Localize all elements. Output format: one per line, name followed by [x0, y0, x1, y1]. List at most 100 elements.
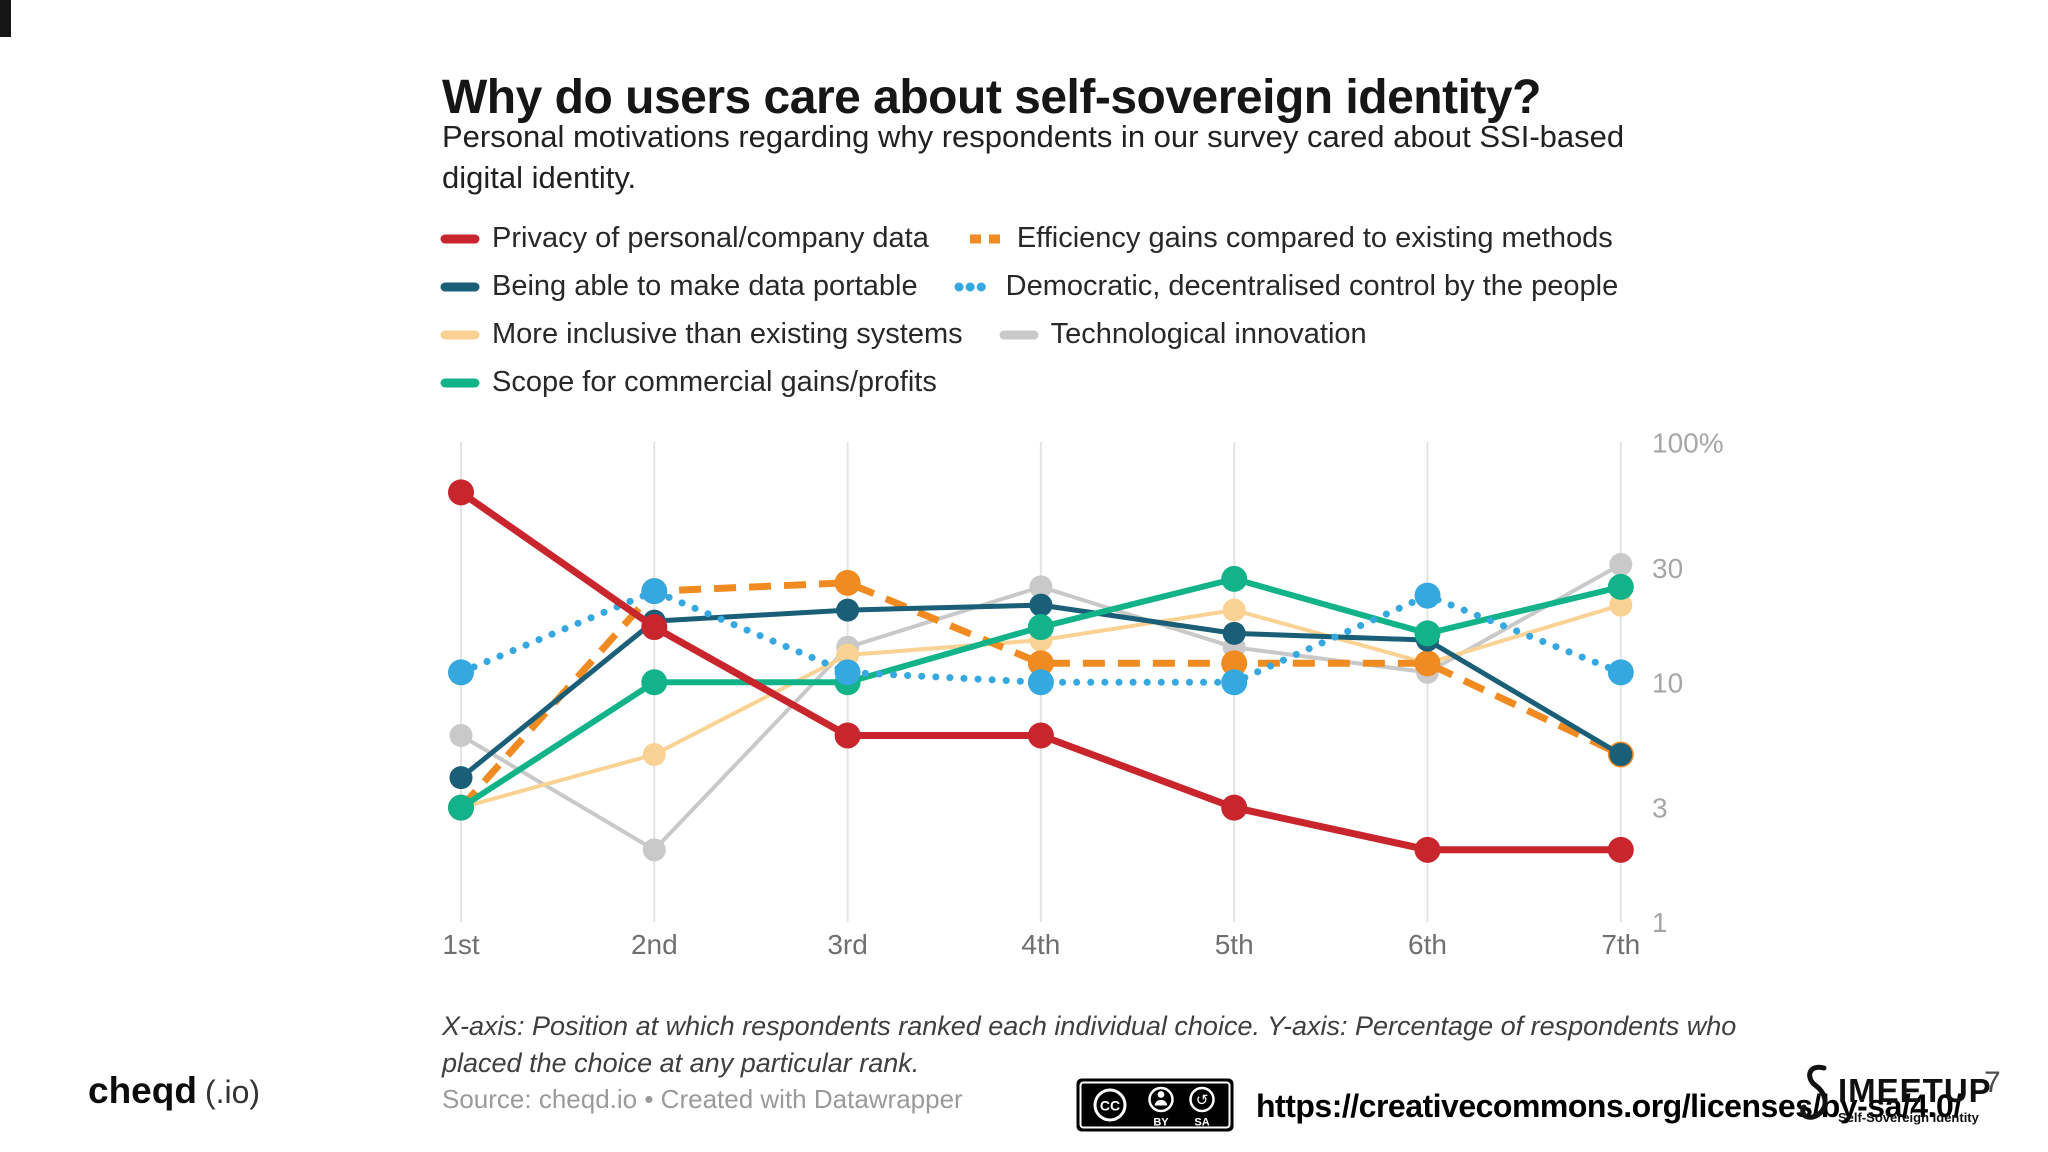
x-tick-label: 1st: [442, 929, 480, 960]
cc-by-person-icon: [1148, 1086, 1174, 1113]
legend-label: Privacy of personal/company data: [492, 222, 929, 254]
legend-swatch-solid-icon: [440, 378, 480, 387]
x-tick-label: 2nd: [631, 929, 678, 960]
series-marker: [1609, 553, 1633, 577]
legend-item: More inclusive than existing systems: [440, 318, 963, 351]
series-marker: [1221, 650, 1248, 677]
series-marker: [1221, 565, 1248, 592]
legend-item: Privacy of personal/company data: [440, 222, 929, 255]
legend-item: Being able to make data portable: [440, 270, 918, 303]
legend-label: Efficiency gains compared to existing me…: [1016, 222, 1613, 254]
y-tick-label: 100%: [1652, 430, 1724, 459]
series-marker: [1221, 794, 1248, 821]
x-tick-label: 6th: [1408, 929, 1447, 960]
series-marker: [1607, 836, 1634, 863]
legend-label: More inclusive than existing systems: [492, 318, 963, 350]
brand-name: cheqd: [88, 1070, 197, 1111]
series-marker: [448, 794, 474, 821]
y-tick-label: 10: [1652, 667, 1683, 698]
legend-label: Technological innovation: [1050, 318, 1367, 350]
series-marker: [641, 669, 668, 696]
brand-cheqd-logo: cheqd (.io): [88, 1070, 260, 1112]
legend: Privacy of personal/company data Efficien…: [440, 222, 1618, 399]
series-marker: [448, 659, 474, 686]
legend-item: Technological innovation: [999, 318, 1367, 351]
legend-row: Being able to make data portable Democrat…: [440, 270, 1618, 303]
y-tick-label: 1: [1652, 907, 1668, 938]
legend-row: Privacy of personal/company data Efficien…: [440, 222, 1618, 255]
legend-label: Democratic, decentralised control by the…: [1005, 270, 1619, 302]
source-line: Source: cheqd.io • Created with Datawrap…: [442, 1084, 963, 1114]
screen-edge-artifact: [0, 0, 11, 37]
series-marker: [834, 722, 861, 749]
legend-swatch-solid-icon: [999, 330, 1039, 339]
legend-row: More inclusive than existing systems Tech…: [440, 318, 1618, 351]
page-number: 7: [1984, 1066, 2001, 1099]
legend-item: Scope for commercial gains/profits: [440, 366, 937, 399]
series-marker: [1029, 593, 1053, 617]
series-marker: [1414, 650, 1441, 677]
series-marker: [1609, 742, 1633, 766]
ssi-logo-text: IMEETUP: [1838, 1072, 1992, 1109]
series-marker: [1027, 650, 1054, 677]
x-tick-label: 7th: [1601, 929, 1640, 960]
chart-subtitle: Personal motivations regarding why respo…: [442, 119, 1625, 196]
cc-by-label: BY: [1153, 1117, 1169, 1129]
chart-svg: 1st 2nd 3rd 4th 5th 6th 7th 100% 30 10 3 1: [442, 430, 1724, 960]
y-tick-label: 30: [1652, 553, 1683, 584]
legend-item: Efficiency gains compared to existing me…: [965, 222, 1613, 255]
series-marker: [1414, 836, 1441, 863]
cc-sa-label: SA: [1194, 1117, 1209, 1129]
series-marker: [641, 578, 668, 605]
cc-sa-arrows-icon: ↺: [1189, 1086, 1215, 1113]
ssi-meetup-logo: IMEETUP Self-Sovereign Identity: [1792, 1062, 1992, 1128]
series-marker: [1027, 614, 1054, 641]
x-tick-label: 5th: [1215, 929, 1254, 960]
legend-swatch-solid-icon: [440, 234, 480, 243]
series-marker: [1414, 620, 1441, 647]
chart: 1st 2nd 3rd 4th 5th 6th 7th 100% 30 10 3 1: [430, 430, 1790, 985]
brand-suffix: (.io): [204, 1074, 261, 1110]
series-marker: [1027, 722, 1054, 749]
series-marker: [1221, 669, 1248, 696]
x-tick-label: 3rd: [827, 929, 867, 960]
ssi-logo-subtext: Self-Sovereign Identity: [1838, 1110, 1979, 1125]
series-marker: [448, 479, 474, 506]
legend-swatch-solid-icon: [440, 282, 480, 291]
legend-label: Scope for commercial gains/profits: [492, 366, 937, 398]
series-marker: [1607, 573, 1634, 600]
svg-text:↺: ↺: [1196, 1092, 1209, 1109]
legend-swatch-dashed-icon: [969, 234, 1000, 243]
legend-item: Democratic, decentralised control by the…: [954, 270, 1619, 303]
axis-caption: X-axis: Position at which respondents ra…: [442, 1011, 1737, 1079]
ssi-logo-text-block: IMEETUP Self-Sovereign Identity: [1838, 1062, 1992, 1125]
cc-badge-border: [1079, 1081, 1231, 1129]
series-marker: [642, 838, 666, 862]
series-marker: [1609, 593, 1633, 617]
series-marker: [1222, 598, 1246, 622]
series-marker: [642, 742, 666, 766]
chart-title: Why do users care about self-sovereign i…: [442, 71, 1541, 125]
license-url-link[interactable]: https://creativecommons.org/licenses/by-…: [1256, 1088, 1962, 1124]
series-marker: [1222, 621, 1246, 645]
legend-swatch-solid-icon: [440, 330, 480, 339]
cc-circle-label: CC: [1100, 1098, 1120, 1114]
series-marker: [836, 598, 860, 622]
legend-swatch-dotted-icon: [954, 282, 994, 291]
cc-license-badge: CC BY ↺ SA: [1076, 1078, 1234, 1132]
legend-label: Being able to make data portable: [492, 270, 918, 302]
series-marker: [1607, 659, 1634, 686]
series-marker: [449, 723, 473, 747]
y-tick-label: 3: [1652, 793, 1668, 824]
series-marker: [1027, 669, 1054, 696]
series-marker: [834, 569, 861, 596]
series-marker: [1029, 575, 1053, 599]
legend-row: Scope for commercial gains/profits: [440, 366, 1618, 399]
x-tick-label: 4th: [1021, 929, 1060, 960]
series-marker: [641, 614, 668, 641]
series-marker: [1414, 582, 1441, 609]
series-marker: [834, 659, 861, 686]
ssi-squiggle-icon: [1800, 1064, 1828, 1120]
series-marker: [449, 766, 473, 790]
